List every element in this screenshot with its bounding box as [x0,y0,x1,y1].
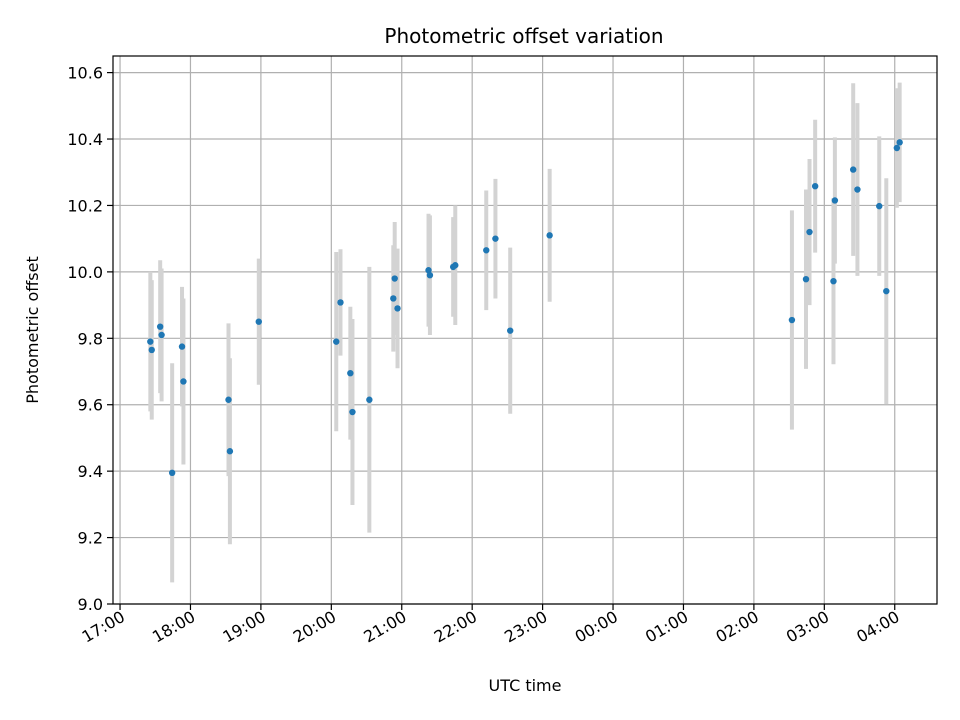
y-tick-label-5: 10.0 [67,263,103,282]
data-point-10 [333,338,340,345]
data-point-2 [156,323,164,330]
y-tick-label-1: 9.2 [78,529,103,548]
data-point-18 [425,267,432,274]
data-point-32 [849,166,857,173]
y-axis-label: Photometric offset [23,256,42,404]
data-point-17 [394,305,401,312]
data-point-0 [147,338,154,345]
data-point-37 [896,139,903,146]
data-point-28 [806,228,813,236]
data-point-8 [226,448,234,455]
data-point-11 [337,299,344,306]
data-point-7 [225,396,232,403]
data-point-1 [148,346,155,354]
data-point-5 [178,343,186,350]
data-point-34 [876,202,883,210]
y-tick-label-7: 10.4 [67,130,103,149]
data-point-23 [492,235,499,242]
data-point-19 [426,272,434,279]
data-point-4 [168,469,176,477]
y-tick-label-0: 9.0 [78,595,103,614]
y-tick-label-2: 9.4 [78,462,103,481]
grid [113,56,937,605]
data-point-16 [391,275,398,282]
y-axis: 9.0 9.2 9.4 9.6 9.8 10.0 10.2 10.4 10.6 [67,64,113,614]
data-point-21 [452,262,459,269]
data-point-13 [349,408,356,416]
data-point-36 [893,144,901,152]
y-tick-label-3: 9.6 [78,396,103,415]
data-point-24 [507,327,514,334]
data-point-9 [255,318,262,325]
data-point-3 [158,331,165,339]
data-point-15 [390,295,397,302]
data-point-26 [788,316,796,324]
chart-title: Photometric offset variation [384,24,663,48]
plot-frame [112,55,938,605]
data-point-12 [347,369,354,377]
data-point-35 [883,287,890,295]
y-tick-label-8: 10.6 [67,64,103,83]
data-point-6 [180,378,187,385]
y-tick-label-4: 9.8 [78,329,103,348]
data-point-30 [831,197,839,204]
y-tick-label-6: 10.2 [67,196,103,215]
data-point-33 [854,186,861,193]
data-point-25 [546,232,553,239]
x-axis-label: UTC time [489,676,562,695]
data-point-31 [830,277,837,285]
data-point-29 [811,182,819,190]
data-point-14 [366,396,373,403]
data-points [147,139,903,477]
data-point-27 [802,275,810,283]
data-point-22 [483,247,490,254]
